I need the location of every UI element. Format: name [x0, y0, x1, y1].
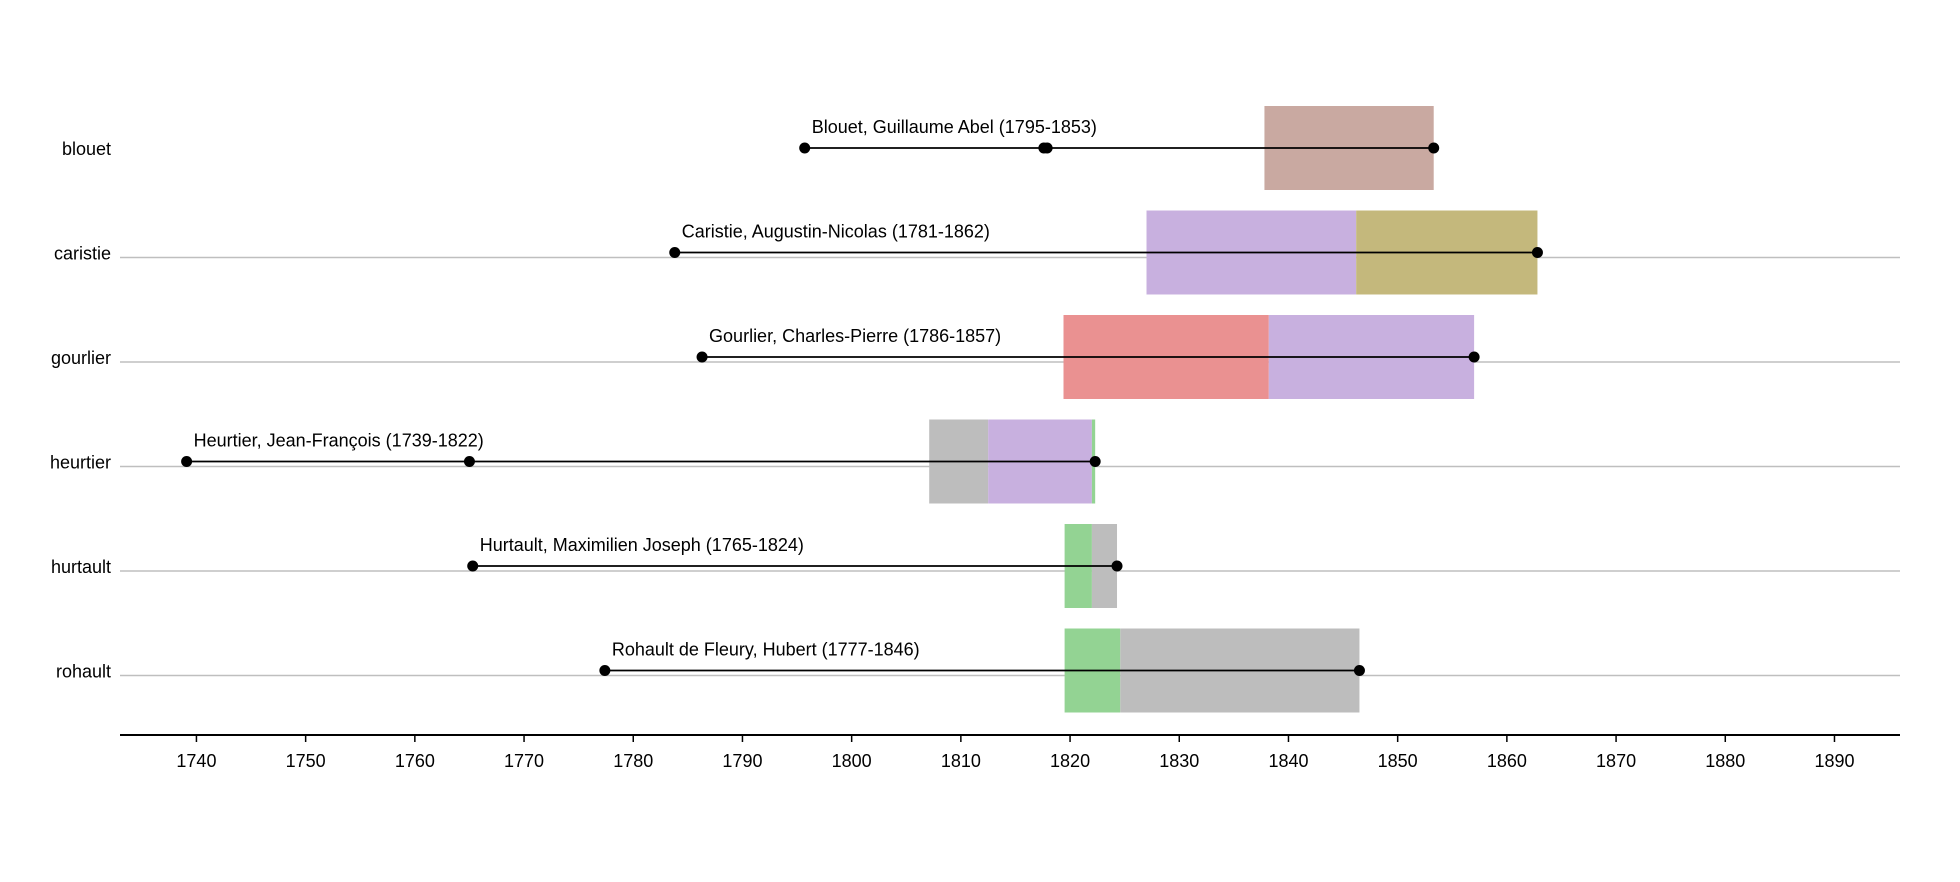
event-dot [1531, 247, 1543, 258]
event-dot [599, 665, 611, 676]
event-dot [1353, 665, 1365, 676]
x-tick-label: 1770 [504, 751, 544, 771]
person-label: Gourlier, Charles-Pierre (1786-1857) [709, 326, 1001, 346]
row-blouet: blouet Blouet, Guillaume Abel (1795-1853) [62, 106, 1440, 190]
event-dot [467, 560, 479, 572]
row-label: blouet [62, 139, 111, 159]
event-dot [799, 142, 811, 154]
x-tick-label: 1790 [722, 751, 762, 771]
event-dot [696, 351, 708, 363]
person-label: Caristie, Augustin-Nicolas (1781-1862) [682, 222, 990, 242]
rows-layer: blouet Blouet, Guillaume Abel (1795-1853)… [50, 106, 1900, 713]
x-tick-label: 1780 [613, 751, 653, 771]
row-heurtier: heurtier Heurtier, Jean-François (1739-18… [50, 419, 1900, 504]
event-dot [1089, 456, 1101, 467]
x-tick-label: 1810 [941, 751, 981, 771]
person-label: Heurtier, Jean-François (1739-1822) [194, 431, 484, 451]
x-tick-label: 1860 [1487, 751, 1527, 771]
event-dot [1041, 142, 1053, 154]
event-dot [1111, 560, 1123, 572]
row-label: heurtier [50, 453, 111, 473]
x-tick-label: 1750 [286, 751, 326, 771]
row-label: hurtault [51, 557, 111, 577]
x-tick-label: 1820 [1050, 751, 1090, 771]
x-tick-label: 1740 [176, 751, 216, 771]
row-hurtault: hurtault Hurtault, Maximilien Joseph (176… [51, 524, 1900, 608]
row-label: caristie [54, 244, 111, 264]
x-tick-label: 1880 [1705, 751, 1745, 771]
x-tick-label: 1890 [1814, 751, 1854, 771]
row-label: gourlier [51, 348, 111, 368]
person-label: Rohault de Fleury, Hubert (1777-1846) [612, 640, 920, 660]
event-dot [1468, 351, 1480, 363]
row-caristie: caristie Caristie, Augustin-Nicolas (1781… [54, 210, 1900, 295]
x-tick-label: 1830 [1159, 751, 1199, 771]
x-tick-label: 1870 [1596, 751, 1636, 771]
row-label: rohault [56, 662, 111, 682]
x-tick-label: 1840 [1268, 751, 1308, 771]
row-gourlier: gourlier Gourlier, Charles-Pierre (1786-1… [51, 315, 1900, 399]
event-dot [181, 456, 193, 467]
x-tick-label: 1760 [395, 751, 435, 771]
person-label: Blouet, Guillaume Abel (1795-1853) [812, 117, 1097, 137]
x-axis: 1740 1750 1760 1770 1780 1790 1800 1810 1820 1830… [120, 734, 1900, 771]
x-tick-label: 1850 [1378, 751, 1418, 771]
x-tick-label: 1800 [832, 751, 872, 771]
event-dot [669, 247, 681, 258]
row-rohault: rohault Rohault de Fleury, Hubert (1777-1… [56, 628, 1900, 713]
event-dot [463, 456, 475, 467]
event-dot [1428, 142, 1440, 154]
person-label: Hurtault, Maximilien Joseph (1765-1824) [480, 535, 804, 555]
